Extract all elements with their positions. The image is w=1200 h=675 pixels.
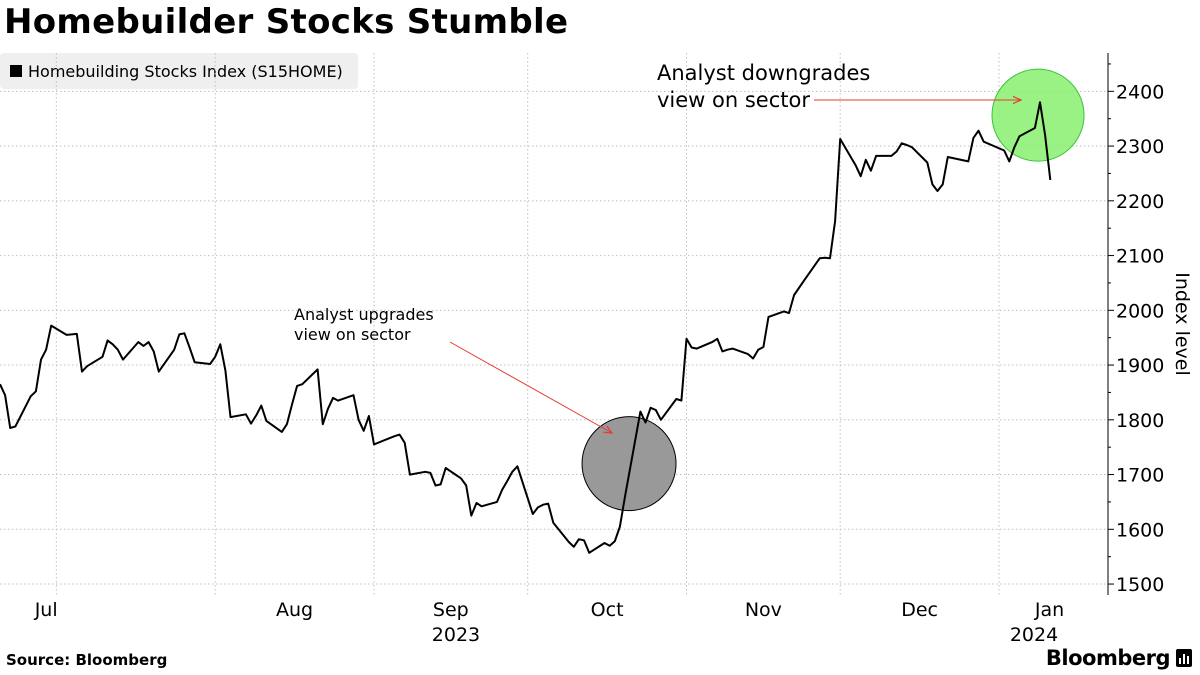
series-line-s15home xyxy=(0,101,1052,554)
y-tick-label: 2300 xyxy=(1116,136,1164,158)
y-tick-label: 1600 xyxy=(1116,519,1164,541)
y-tick-label: 2400 xyxy=(1116,81,1164,103)
downgrade-annotation-line1: Analyst downgrades xyxy=(657,61,870,85)
y-tick-label: 2100 xyxy=(1116,246,1164,268)
upgrade-arrow xyxy=(449,341,612,433)
y-tick-label: 1700 xyxy=(1116,465,1164,487)
upgrade-marker-circle xyxy=(581,416,677,512)
x-year-label: 2024 xyxy=(1010,624,1058,646)
legend: Homebuilding Stocks Index (S15HOME) xyxy=(0,53,358,89)
bloomberg-logo: Bloomberg xyxy=(1046,646,1192,670)
x-year-label: 2023 xyxy=(432,624,480,646)
x-tick-label: Sep xyxy=(433,599,469,621)
bloomberg-bars-icon xyxy=(1176,649,1192,667)
legend-label: Homebuilding Stocks Index (S15HOME) xyxy=(28,61,343,81)
chart-title: Homebuilder Stocks Stumble xyxy=(4,2,569,42)
upgrade-annotation-line1: Analyst upgrades xyxy=(294,305,434,324)
x-tick-label: Aug xyxy=(276,599,313,621)
x-tick-label: Nov xyxy=(745,599,782,621)
source-note: Source: Bloomberg xyxy=(6,651,168,669)
y-tick-label: 2000 xyxy=(1116,300,1164,322)
y-tick-label: 2200 xyxy=(1116,191,1164,213)
x-tick-label: Dec xyxy=(901,599,938,621)
y-tick-label: 1500 xyxy=(1116,574,1164,596)
x-tick-label: Jul xyxy=(34,599,58,621)
x-tick-label: Oct xyxy=(591,599,624,621)
brand-wordmark: Bloomberg xyxy=(1045,646,1171,670)
y-tick-label: 1900 xyxy=(1116,355,1164,377)
y-tick-label: 1800 xyxy=(1116,410,1164,432)
legend-swatch xyxy=(10,65,22,77)
downgrade-annotation-line2: view on sector xyxy=(657,88,810,112)
x-tick-label: Jan xyxy=(1034,599,1064,621)
y-axis-title: Index level xyxy=(1171,272,1193,376)
upgrade-annotation-line2: view on sector xyxy=(294,325,411,344)
